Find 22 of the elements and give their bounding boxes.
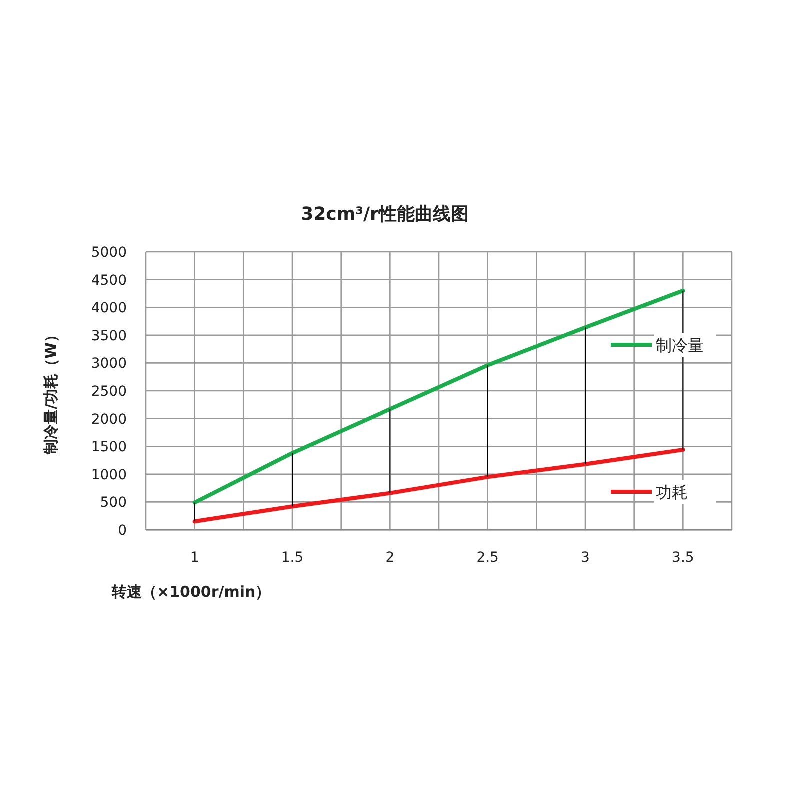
y-tick-label: 3000 bbox=[91, 356, 127, 372]
y-tick-label: 0 bbox=[118, 523, 127, 539]
legend-label: 制冷量 bbox=[656, 336, 704, 355]
x-tick-label: 3.5 bbox=[672, 550, 694, 566]
x-axis-title: 转速（×1000r/min） bbox=[111, 583, 271, 601]
y-tick-label: 500 bbox=[100, 495, 127, 512]
y-axis-title: 制冷量/功耗（W） bbox=[42, 327, 60, 456]
x-tick-label: 1.5 bbox=[281, 550, 304, 566]
chart-title: 32cm³/r性能曲线图 bbox=[301, 204, 469, 225]
y-tick-label: 4500 bbox=[91, 272, 127, 289]
x-tick-label: 2.5 bbox=[476, 550, 499, 566]
y-tick-label: 2500 bbox=[91, 384, 127, 400]
y-tick-label: 4000 bbox=[91, 300, 127, 317]
y-tick-label: 1500 bbox=[91, 440, 127, 456]
x-tick-label: 2 bbox=[386, 550, 395, 566]
legend-label: 功耗 bbox=[656, 483, 688, 502]
x-tick-label: 3 bbox=[581, 550, 590, 566]
y-tick-label: 3500 bbox=[91, 328, 127, 344]
x-tick-label: 1 bbox=[190, 550, 200, 566]
y-tick-label: 1000 bbox=[91, 467, 127, 484]
y-tick-label: 5000 bbox=[91, 245, 127, 261]
y-tick-label: 2000 bbox=[91, 412, 127, 428]
